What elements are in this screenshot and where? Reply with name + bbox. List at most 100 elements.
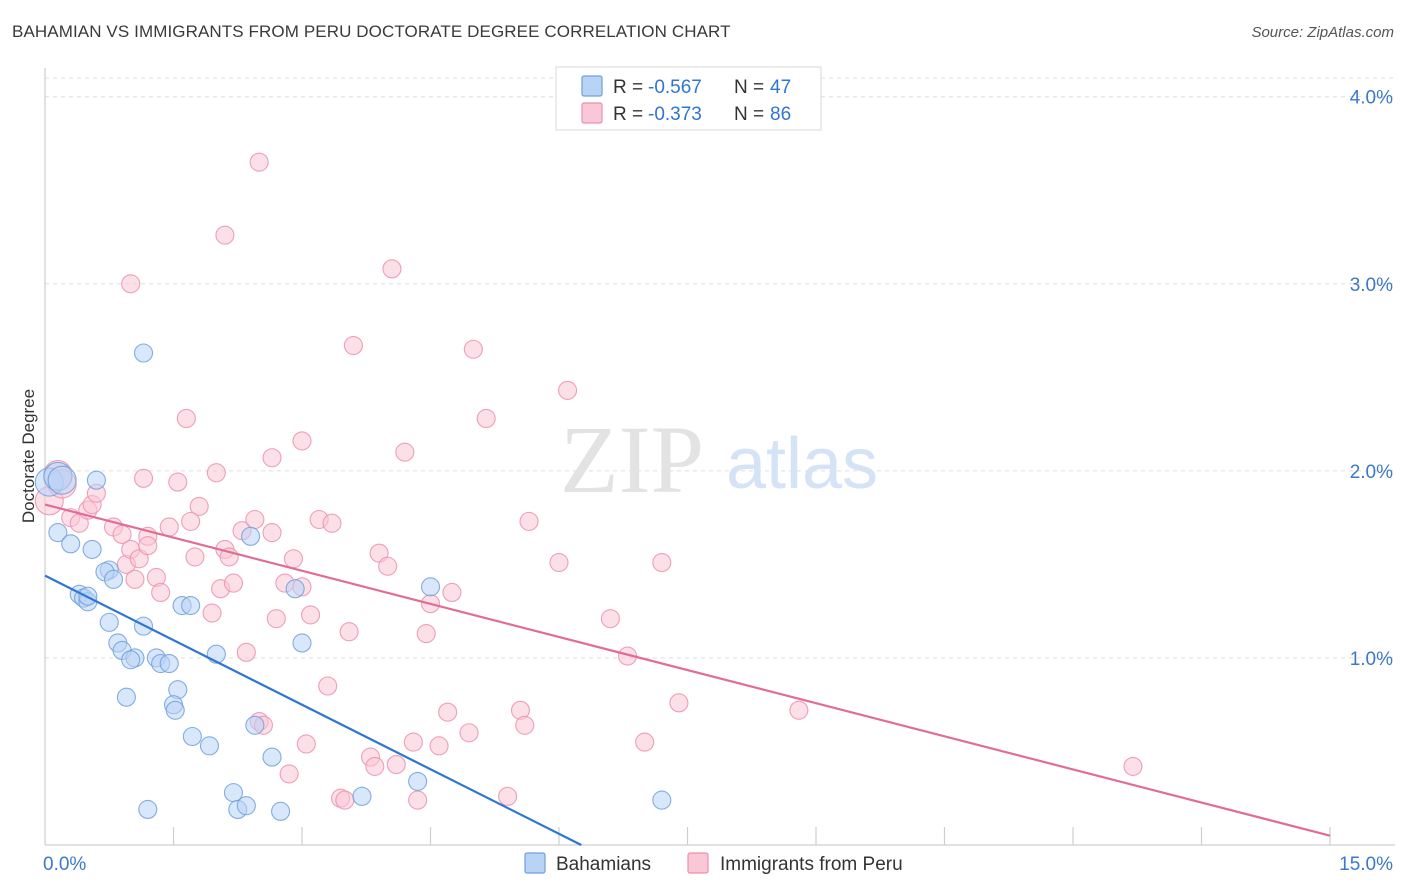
point-peru-39: [296, 734, 316, 754]
point-bahamians-43: [652, 790, 672, 810]
point-bahamians-13: [99, 612, 119, 632]
legend-r-label-bahamians: R =: [613, 77, 643, 98]
trend-line-peru: [44, 503, 1331, 837]
point-bahamians-29: [241, 526, 261, 546]
point-peru-57: [416, 624, 436, 644]
point-peru-60: [438, 702, 458, 722]
point-peru-73: [635, 732, 655, 752]
y-tick-label-3: 4.0%: [1350, 88, 1393, 109]
point-bahamians-38: [285, 579, 305, 599]
point-peru-53: [386, 755, 406, 775]
point-peru-33: [262, 523, 282, 543]
point-bahamians-36: [262, 747, 282, 767]
point-bahamians-5: [61, 534, 81, 554]
legend-bottom-label-peru: Immigrants from Peru: [720, 854, 903, 875]
watermark: ZIP atlas: [560, 406, 878, 513]
x-tick-label-min: 0.0%: [43, 854, 86, 875]
point-peru-36: [279, 764, 299, 784]
point-peru-47: [343, 335, 363, 356]
point-peru-42: [318, 676, 338, 696]
point-peru-55: [403, 732, 423, 752]
y-tick-label-1: 2.0%: [1350, 462, 1393, 483]
point-bahamians-25: [165, 700, 185, 720]
point-peru-30: [245, 509, 265, 530]
point-peru-69: [549, 552, 569, 573]
point-peru-34: [266, 609, 286, 629]
legend-bottom-label-bahamians: Bahamians: [556, 854, 651, 875]
point-peru-17: [151, 582, 171, 603]
y-tick-label-0: 1.0%: [1350, 649, 1393, 670]
point-bahamians-23: [116, 687, 136, 707]
point-bahamians-31: [138, 799, 158, 820]
tick-labels: 1.0% 2.0% 3.0% 4.0% 0.0% 15.0%: [43, 88, 1393, 875]
legend-r-value-peru: -0.373: [648, 104, 702, 125]
point-bahamians-42: [420, 577, 441, 597]
point-peru-37: [283, 549, 303, 569]
legend-n-label-peru: N =: [734, 104, 764, 125]
point-peru-29: [236, 642, 256, 662]
point-bahamians-4: [48, 523, 68, 543]
point-peru-77: [1123, 756, 1143, 776]
legend-r-label-peru: R =: [613, 104, 643, 125]
point-bahamians-21: [159, 653, 179, 674]
point-peru-20: [176, 408, 196, 429]
legend-bottom-swatch-peru: [687, 852, 709, 874]
point-peru-79: [215, 225, 235, 245]
legend-n-label-bahamians: N =: [734, 77, 764, 98]
point-peru-19: [168, 472, 188, 492]
point-peru-67: [515, 715, 535, 735]
point-peru-65: [498, 786, 518, 806]
point-peru-62: [459, 723, 479, 743]
point-peru-22: [189, 496, 209, 516]
point-bahamians-40: [352, 786, 372, 806]
point-peru-56: [408, 790, 428, 810]
point-peru-82: [138, 536, 158, 556]
legend-swatch-bahamians: [581, 75, 603, 97]
point-peru-54: [395, 442, 415, 462]
legend-n-value-peru: 86: [770, 104, 791, 125]
trend-line-bahamians: [44, 574, 582, 846]
source-label: Source: ZipAtlas.com: [1251, 24, 1394, 41]
point-peru-24: [206, 463, 226, 483]
point-peru-70: [558, 380, 578, 400]
point-peru-45: [335, 790, 355, 810]
point-peru-78: [121, 274, 141, 294]
point-bahamians-2: [47, 465, 77, 495]
watermark-atlas: atlas: [726, 424, 878, 504]
axes: [44, 68, 1395, 846]
point-peru-12: [125, 569, 145, 589]
point-bahamians-27: [199, 736, 220, 756]
watermark-zip: ZIP: [560, 406, 704, 513]
point-bahamians-45: [181, 595, 201, 616]
point-peru-74: [652, 552, 672, 573]
chart-title: BAHAMIAN VS IMMIGRANTS FROM PERU DOCTORA…: [12, 22, 731, 41]
legend-n-value-bahamians: 47: [770, 77, 791, 98]
legend-bottom-swatch-bahamians: [524, 852, 546, 874]
legend-bottom: Bahamians Immigrants from Peru: [524, 852, 903, 875]
point-bahamians-41: [408, 771, 428, 791]
point-peru-59: [429, 736, 449, 756]
y-axis-label: Doctorate Degree: [19, 389, 38, 523]
point-peru-75: [669, 693, 689, 713]
x-tick-label-max: 15.0%: [1339, 854, 1393, 875]
legend-swatch-peru: [581, 102, 603, 124]
point-peru-21: [185, 547, 205, 567]
point-bahamians-26: [182, 726, 202, 747]
trend-lines: [44, 503, 1331, 846]
point-peru-61: [442, 582, 462, 603]
point-peru-64: [476, 408, 496, 429]
point-bahamians-6: [82, 539, 102, 559]
point-bahamians-37: [271, 801, 291, 821]
point-bahamians-34: [236, 796, 256, 816]
point-peru-80: [249, 152, 269, 172]
point-peru-52: [382, 259, 402, 279]
point-peru-38: [292, 431, 312, 451]
point-bahamians-30: [133, 343, 154, 363]
point-peru-49: [365, 756, 385, 776]
point-bahamians-3: [86, 470, 106, 490]
point-peru-43: [322, 513, 342, 533]
point-peru-68: [519, 511, 539, 531]
legend-r-value-bahamians: -0.567: [648, 77, 702, 98]
point-peru-51: [378, 556, 398, 576]
